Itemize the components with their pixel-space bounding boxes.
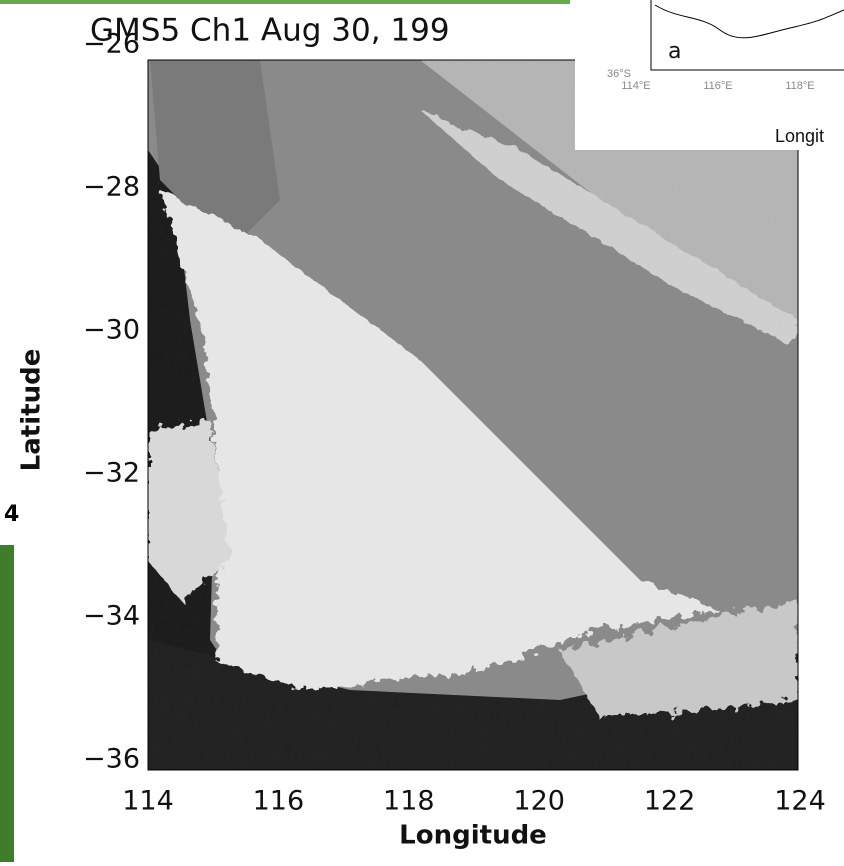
page: {"figure": {"title": "GMS5 Ch1 Aug 30, 1… <box>0 0 844 862</box>
x-tick-label: 114 <box>122 786 174 817</box>
lon-label: 114°E <box>621 80 650 92</box>
inset-axis-label: Longit <box>775 126 824 146</box>
y-axis-label: Latitude <box>17 349 47 472</box>
side-fragment: 4 <box>4 502 19 527</box>
lat-label: 36°S <box>607 68 631 80</box>
lon-label: 116°E <box>703 80 732 92</box>
satellite-image <box>148 60 798 770</box>
y-tick-label: −26 <box>83 29 140 60</box>
x-tick-label: 118 <box>383 786 435 817</box>
figure: 4 GMS5 Ch1 Aug 30, 199 Latitude Longitud… <box>0 0 844 862</box>
y-tick-label: −30 <box>83 315 140 346</box>
x-tick-label: 122 <box>644 786 696 817</box>
x-tick-label: 124 <box>774 786 826 817</box>
inset-map: a 36°S 114°E 116°E 118°E Longit <box>575 0 844 150</box>
green-bar <box>0 0 570 4</box>
x-tick-label: 116 <box>253 786 305 817</box>
y-tick-label: −36 <box>83 744 140 775</box>
x-axis-label: Longitude <box>399 821 547 851</box>
green-strip <box>0 545 14 862</box>
y-tick-label: −32 <box>83 458 140 489</box>
x-tick-label: 120 <box>513 786 565 817</box>
panel-label: a <box>668 39 681 64</box>
y-tick-label: −28 <box>83 172 140 203</box>
y-tick-label: −34 <box>83 601 140 632</box>
figure-title: GMS5 Ch1 Aug 30, 199 <box>90 13 450 49</box>
lon-label: 118°E <box>785 80 814 92</box>
